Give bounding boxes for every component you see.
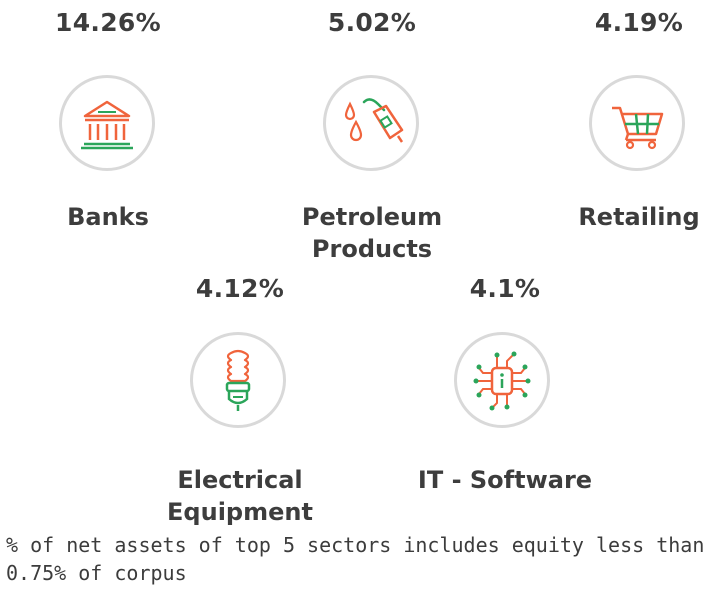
sector-name: Banks	[67, 203, 149, 231]
sector-percent: 4.1%	[469, 274, 541, 303]
sector-name: Retailing	[578, 203, 700, 231]
sector-name: Petroleum Products	[252, 201, 492, 265]
sector-petroleum-products: 5.02% Petroleum Products	[252, 0, 492, 270]
sector-retailing: 4.19% Retailing	[519, 0, 719, 240]
sector-name: IT - Software	[417, 466, 593, 494]
circuit-chip-icon	[473, 351, 531, 411]
sector-name-text: Petroleum Products	[301, 203, 443, 263]
bank-icon	[81, 100, 133, 150]
footnote: % of net assets of top 5 sectors include…	[6, 533, 705, 585]
sector-percent: 14.26%	[55, 8, 161, 37]
sector-percent: 4.19%	[594, 8, 684, 37]
shopping-cart-icon	[612, 106, 664, 150]
icon-circle	[59, 75, 155, 171]
sector-percent: 4.12%	[195, 274, 285, 303]
sector-name: Electrical Equipment	[120, 464, 360, 528]
sector-electrical-equipment: 4.12% Electrical Equipment	[120, 270, 360, 530]
sector-banks: 14.26% Banks	[0, 0, 228, 240]
sector-percent: 5.02%	[327, 8, 417, 37]
light-bulb-icon	[225, 349, 251, 411]
icon-circle	[589, 75, 685, 171]
fuel-pump-icon	[344, 98, 404, 143]
sector-it-software: 4.1% IT - Software	[385, 270, 625, 510]
icon-circle	[454, 332, 550, 428]
sector-name-text: Electrical Equipment	[167, 466, 313, 526]
icon-circle	[323, 75, 419, 171]
icon-circle	[190, 332, 286, 428]
